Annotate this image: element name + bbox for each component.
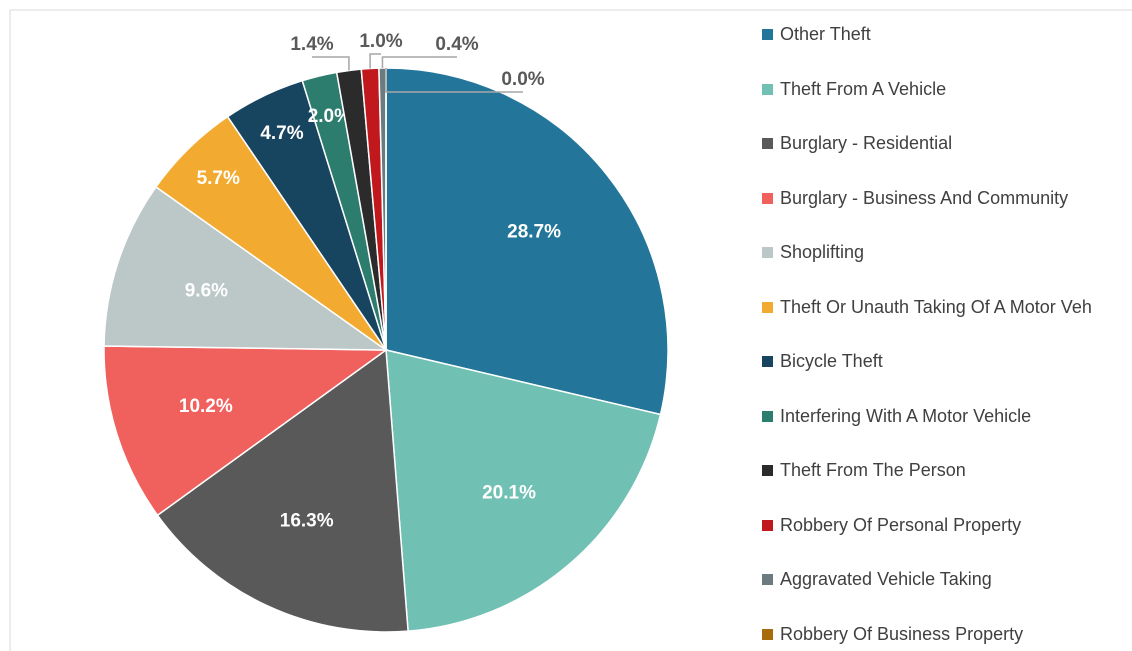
legend-label: Bicycle Theft xyxy=(780,351,883,371)
legend-swatch xyxy=(762,465,773,476)
legend-item: Theft From A Vehicle xyxy=(762,77,1107,101)
leader-line xyxy=(369,53,381,69)
data-label: 2.0% xyxy=(308,106,351,127)
legend-item: Burglary - Business And Community xyxy=(762,186,1107,210)
legend-label: Robbery Of Business Property xyxy=(780,623,1024,644)
pie-slice xyxy=(385,67,669,416)
legend-label: Aggravated Vehicle Taking xyxy=(780,569,992,589)
pie-slice xyxy=(103,345,389,517)
legend-label: Burglary - Residential xyxy=(780,133,953,153)
data-label: 4.7% xyxy=(260,123,303,144)
legend-item: Shoplifting xyxy=(762,240,1107,264)
data-label: 9.6% xyxy=(185,280,228,301)
legend-item: Theft From The Person xyxy=(762,458,1107,482)
legend-swatch xyxy=(762,519,773,531)
legend-item: Other Theft xyxy=(762,22,1107,46)
leader-line xyxy=(381,56,457,69)
legend-label: Theft Or Unauth Taking Of A Motor Veh xyxy=(780,296,1092,317)
legend-item: Interfering With A Motor Vehicle xyxy=(762,404,1107,428)
data-label: 5.7% xyxy=(197,168,240,189)
leader-line xyxy=(312,56,350,71)
legend-item: Burglary - Residential xyxy=(762,131,1107,155)
legend-label: Robbery Of Personal Property xyxy=(780,514,1022,535)
legend-label: Interfering With A Motor Vehicle xyxy=(780,405,1032,426)
data-label: 0.0% xyxy=(501,69,544,90)
legend-swatch xyxy=(762,356,773,367)
legend-label: Theft From The Person xyxy=(780,460,966,480)
legend-label: Other Theft xyxy=(780,24,871,44)
data-label: 1.0% xyxy=(359,31,402,52)
data-label: 1.4% xyxy=(290,34,333,55)
legend-swatch xyxy=(762,83,773,95)
legend-swatch xyxy=(762,574,773,585)
data-label: 0.4% xyxy=(435,34,478,55)
data-label: 16.3% xyxy=(280,511,334,532)
legend-swatch xyxy=(762,410,773,422)
pie-slice xyxy=(385,349,662,632)
legend-label: Theft From A Vehicle xyxy=(780,78,947,99)
legend-label: Burglary - Business And Community xyxy=(780,187,1069,208)
legend-item: Aggravated Vehicle Taking xyxy=(762,567,1107,591)
leader-line xyxy=(385,68,523,93)
legend-item: Bicycle Theft xyxy=(762,349,1107,373)
legend-label: Shoplifting xyxy=(780,242,865,262)
legend-swatch xyxy=(762,247,773,258)
pie-slice xyxy=(156,348,409,633)
data-label: 20.1% xyxy=(482,482,536,503)
legend-swatch xyxy=(762,29,773,40)
pie-slice xyxy=(103,185,389,351)
legend-swatch xyxy=(762,628,773,640)
legend-swatch xyxy=(762,192,773,204)
legend-item: Robbery Of Personal Property xyxy=(762,513,1107,537)
legend-swatch xyxy=(762,138,773,149)
legend-swatch xyxy=(762,301,773,313)
data-label: 28.7% xyxy=(507,222,561,243)
legend-item: Robbery Of Business Property xyxy=(762,622,1107,646)
data-label: 10.2% xyxy=(179,396,233,417)
legend-item: Theft Or Unauth Taking Of A Motor Veh xyxy=(762,295,1107,319)
